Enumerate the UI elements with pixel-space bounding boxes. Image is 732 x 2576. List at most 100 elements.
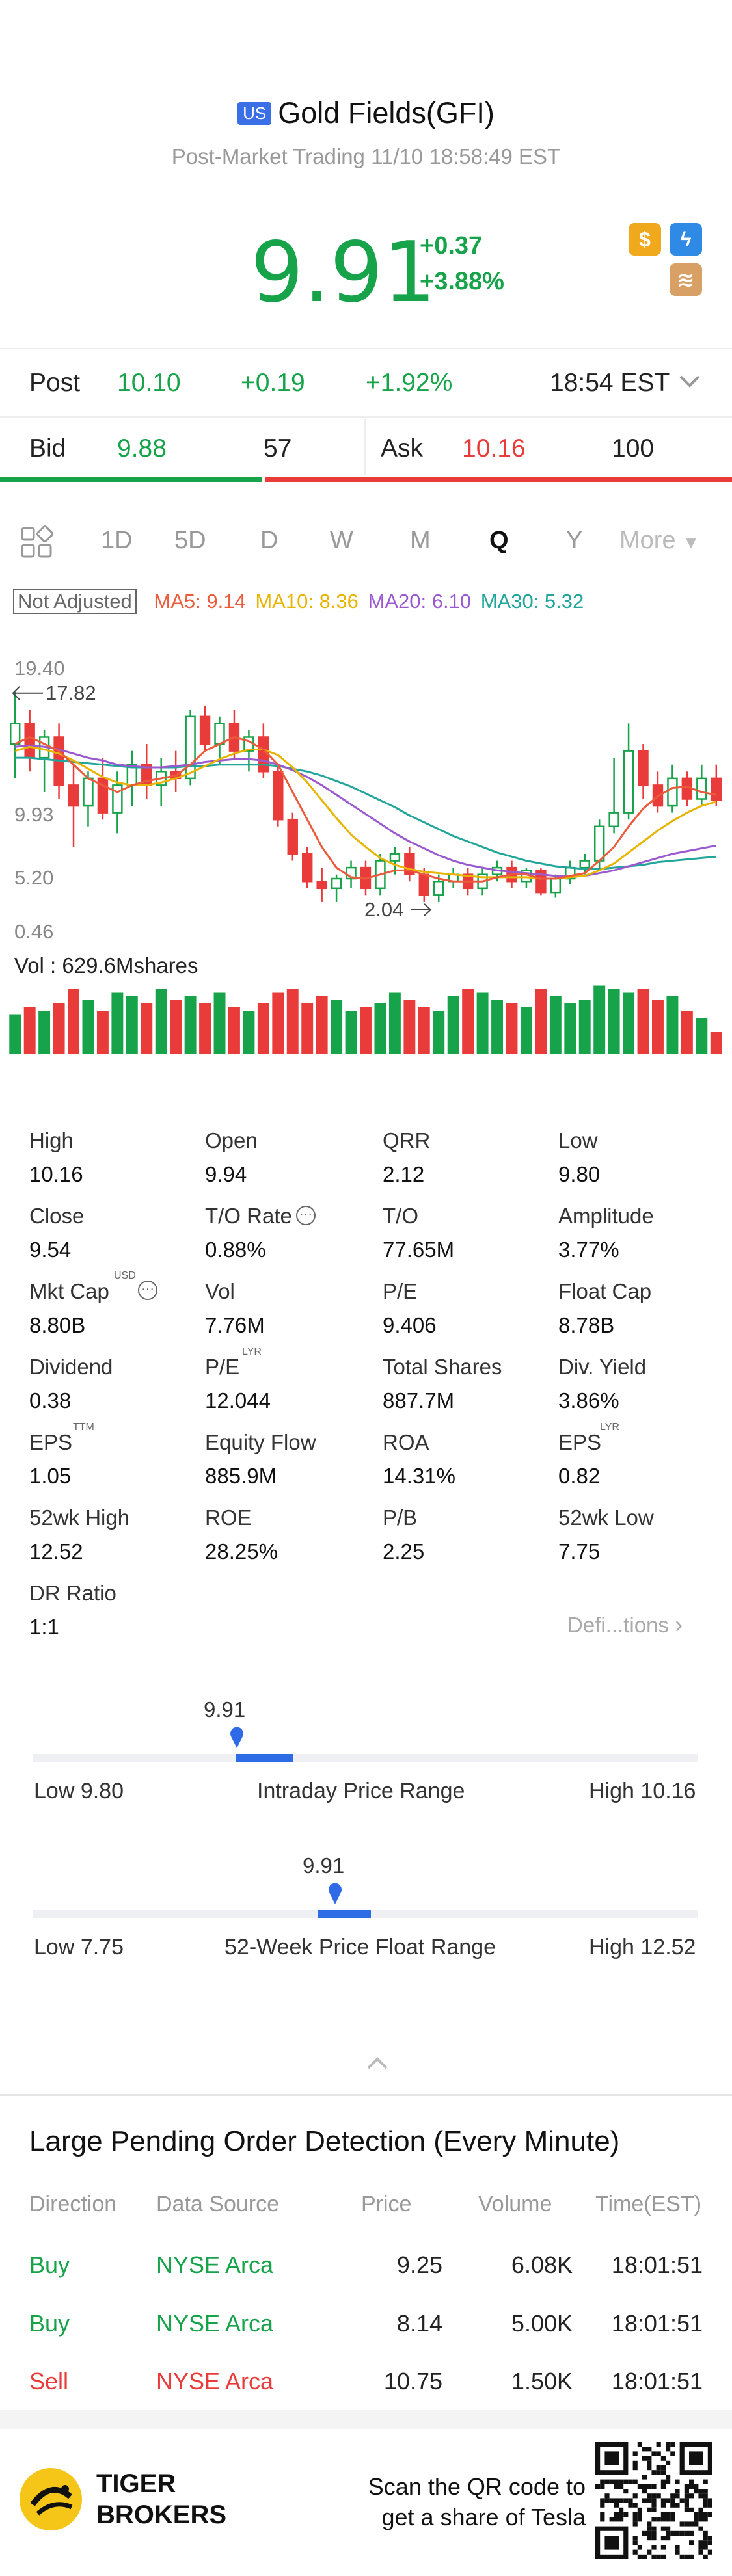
- chevron-down-icon[interactable]: [678, 373, 701, 389]
- intraday-range-track: [33, 1754, 698, 1762]
- brand-line1: TIGER: [96, 2469, 176, 2498]
- qr-module: [675, 2545, 680, 2550]
- tab-more-label: More: [619, 527, 676, 554]
- qr-module: [628, 2479, 633, 2484]
- dollar-icon[interactable]: $: [629, 223, 661, 256]
- footer-banner[interactable]: TIGER BROKERS Scan the QR code to get a …: [0, 2410, 732, 2576]
- stat-label: Vol: [205, 1279, 235, 1303]
- qr-module: [660, 2479, 666, 2484]
- ma30-line: [15, 756, 716, 870]
- qr-module: [637, 2484, 642, 2489]
- qr-module: [632, 2451, 638, 2456]
- source-cell: NYSE Arca: [156, 2368, 274, 2395]
- qr-module: [619, 2517, 624, 2522]
- stat-value: 1:1: [29, 1615, 59, 1639]
- qr-module: [651, 2493, 657, 2499]
- candlestick-chart[interactable]: 17.82 2.04: [0, 644, 732, 1060]
- grid-layout-icon[interactable]: [20, 525, 55, 561]
- bid-price: 9.88: [117, 434, 167, 462]
- qr-module: [660, 2498, 666, 2503]
- volume-bar: [141, 1003, 153, 1054]
- stat-label: EPS: [558, 1430, 602, 1454]
- qr-module: [698, 2526, 703, 2531]
- tab-d[interactable]: D: [260, 527, 278, 554]
- qr-module: [628, 2498, 633, 2503]
- source-cell: NYSE Arca: [156, 2251, 274, 2278]
- info-icon[interactable]: ···: [138, 1281, 157, 1300]
- stat-label: T/O: [383, 1204, 418, 1228]
- stat-label: Low: [558, 1128, 598, 1152]
- qr-module: [642, 2554, 647, 2559]
- tab-1d[interactable]: 1D: [101, 527, 133, 554]
- qr-module: [703, 2530, 708, 2536]
- qr-module: [698, 2517, 703, 2522]
- candle-body: [68, 784, 79, 807]
- qr-module: [656, 2470, 661, 2475]
- stat-label: P/E: [383, 1279, 418, 1303]
- tab-y[interactable]: Y: [566, 527, 583, 554]
- qr-module: [647, 2484, 652, 2489]
- volume-bar: [535, 989, 547, 1054]
- qr-module: [660, 2470, 666, 2475]
- volume-bar: [126, 996, 138, 1054]
- volume-bar: [608, 989, 620, 1054]
- qr-module: [703, 2479, 708, 2484]
- qr-module: [642, 2530, 647, 2536]
- qr-module: [619, 2512, 624, 2517]
- qr-module: [670, 2442, 675, 2447]
- qr-module: [679, 2498, 685, 2503]
- qr-module: [651, 2507, 657, 2512]
- info-icon[interactable]: ···: [296, 1206, 316, 1225]
- tab-more[interactable]: More ▼: [619, 527, 699, 555]
- post-change-pct: +1.92%: [366, 369, 453, 397]
- ask-label: Ask: [381, 434, 424, 462]
- qr-module: [660, 2545, 666, 2550]
- qr-module: [637, 2507, 642, 2512]
- definitions-link[interactable]: Defi...tions ›: [567, 1611, 683, 1638]
- qr-code[interactable]: [595, 2442, 712, 2559]
- qr-module: [609, 2517, 614, 2522]
- footer-top-band: [0, 2410, 732, 2429]
- volume-bar: [199, 1003, 211, 1054]
- qr-module: [670, 2512, 675, 2517]
- qr-module: [703, 2493, 708, 2499]
- tab-w[interactable]: W: [330, 527, 353, 554]
- tab-q[interactable]: Q: [489, 527, 509, 554]
- qr-module: [604, 2498, 610, 2503]
- candle-body: [667, 777, 678, 807]
- qr-module: [660, 2554, 666, 2559]
- qr-module: [660, 2526, 666, 2531]
- col-time: Time(EST): [595, 2192, 702, 2216]
- tab-5d[interactable]: 5D: [174, 527, 206, 554]
- direction-cell: Buy: [29, 2310, 70, 2337]
- chevron-up-icon[interactable]: [366, 2055, 389, 2071]
- stat-label: Dividend: [29, 1355, 113, 1379]
- qr-module: [604, 2479, 610, 2484]
- qr-module: [656, 2493, 661, 2499]
- qr-module: [694, 2484, 699, 2489]
- qr-module: [703, 2498, 708, 2503]
- volume-bar: [331, 1000, 343, 1054]
- candle-body: [579, 860, 590, 869]
- qr-module: [684, 2493, 689, 2499]
- qr-module: [703, 2512, 708, 2517]
- qr-module: [694, 2489, 699, 2494]
- qr-module: [600, 2498, 605, 2503]
- quote-header: US Gold Fields(GFI) Post-Market Trading 1…: [0, 0, 732, 345]
- volume-label: Vol : 629.6Mshares: [14, 953, 198, 977]
- volume-bar: [286, 989, 299, 1054]
- qr-module: [698, 2507, 703, 2512]
- volume-bar: [257, 1003, 269, 1054]
- qr-module: [632, 2540, 638, 2545]
- qr-module: [628, 2503, 633, 2508]
- not-adjusted-toggle[interactable]: Not Adjusted: [13, 589, 137, 614]
- tab-m[interactable]: M: [410, 527, 431, 554]
- layers-icon[interactable]: ≋: [670, 263, 702, 296]
- lyr-superscript: LYR: [600, 1422, 619, 1433]
- lightning-icon[interactable]: ϟ: [670, 223, 702, 256]
- qr-module: [623, 2512, 629, 2517]
- y-tick-label: 9.93: [14, 803, 54, 826]
- qr-module: [651, 2554, 657, 2559]
- qr-module: [666, 2517, 671, 2522]
- qr-module: [647, 2536, 652, 2541]
